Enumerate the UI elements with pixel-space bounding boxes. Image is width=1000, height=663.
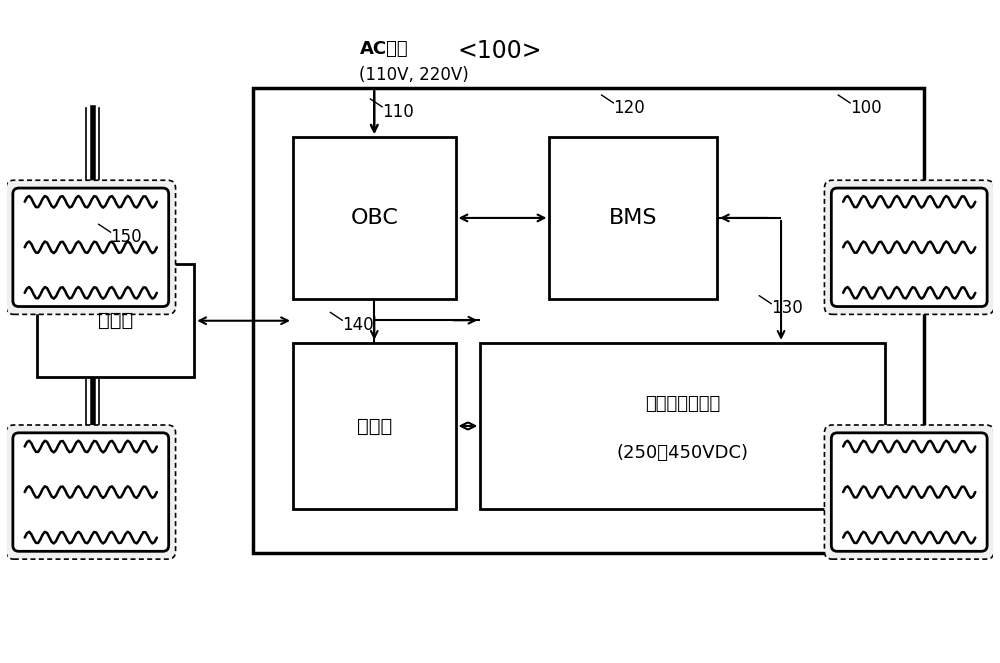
Text: 150: 150 — [110, 228, 142, 246]
FancyBboxPatch shape — [831, 188, 987, 306]
Bar — [293, 343, 456, 509]
Text: AC电源: AC电源 — [359, 40, 408, 58]
Text: 110: 110 — [382, 103, 414, 121]
FancyBboxPatch shape — [824, 180, 994, 314]
FancyBboxPatch shape — [831, 433, 987, 552]
Text: 逆变器: 逆变器 — [357, 416, 392, 436]
Text: 高压锂离子电池: 高压锂离子电池 — [645, 395, 720, 414]
FancyBboxPatch shape — [13, 433, 169, 552]
FancyBboxPatch shape — [824, 425, 994, 559]
Text: <100>: <100> — [458, 39, 542, 63]
Text: 120: 120 — [613, 99, 645, 117]
Text: 100: 100 — [850, 99, 882, 117]
FancyBboxPatch shape — [6, 425, 176, 559]
Text: (250～450VDC): (250～450VDC) — [616, 444, 748, 462]
Bar — [293, 137, 456, 299]
Text: 130: 130 — [771, 300, 803, 318]
Bar — [253, 88, 924, 553]
Bar — [480, 343, 885, 509]
Text: (110V, 220V): (110V, 220V) — [359, 66, 469, 84]
Bar — [37, 265, 194, 377]
Bar — [549, 137, 717, 299]
FancyBboxPatch shape — [13, 188, 169, 306]
Text: 电动机: 电动机 — [98, 311, 133, 330]
FancyBboxPatch shape — [6, 180, 176, 314]
Text: BMS: BMS — [609, 208, 657, 228]
Text: 140: 140 — [342, 316, 374, 334]
Text: OBC: OBC — [350, 208, 398, 228]
